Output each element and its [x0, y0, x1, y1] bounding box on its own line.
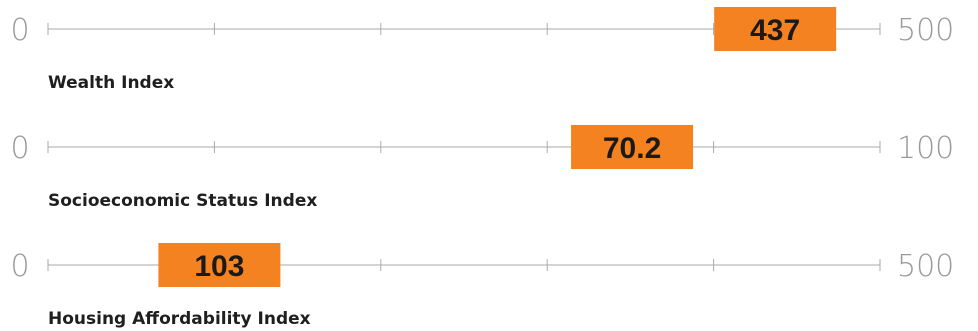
gauge-value-marker — [714, 7, 837, 51]
gauge-max-label: 500 — [897, 249, 954, 284]
gauge-value-label: 437 — [750, 14, 800, 47]
gauge-value-label: 103 — [194, 250, 244, 283]
gauge-title: Socioeconomic Status Index — [48, 191, 317, 211]
gauge-max-label: 100 — [897, 131, 954, 166]
gauge-min-label: 0 — [10, 131, 29, 166]
gauge-title: Housing Affordability Index — [48, 309, 311, 329]
gauge-value-label: 70.2 — [603, 132, 661, 165]
gauge-2: 0 100 70.2 Socioeconomic Status Index — [10, 125, 954, 211]
gauge-1: 0 500 437 Wealth Index — [10, 7, 954, 93]
gauge-min-label: 0 — [10, 249, 29, 284]
gauge-min-label: 0 — [10, 13, 29, 48]
gauge-3: 0 500 103 Housing Affordability Index — [10, 243, 954, 329]
gauge-value-marker — [571, 125, 694, 169]
gauge-title: Wealth Index — [48, 73, 174, 93]
gauge-value-marker — [158, 243, 281, 287]
gauge-max-label: 500 — [897, 13, 954, 48]
